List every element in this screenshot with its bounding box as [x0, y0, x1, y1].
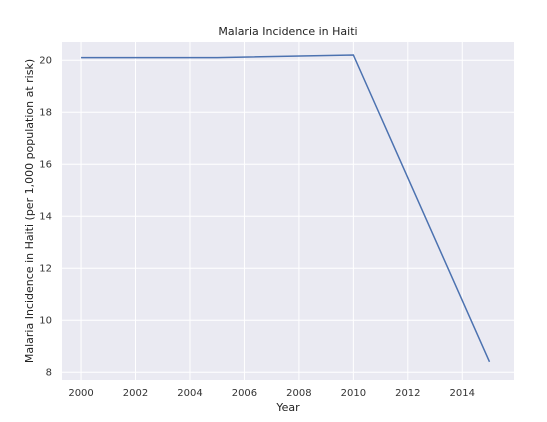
grid-lines [62, 42, 514, 380]
x-tick-label: 2000 [68, 388, 93, 399]
x-axis-label: Year [275, 401, 300, 414]
plot-area [62, 42, 514, 380]
x-tick-labels: 2000 2002 2004 2006 2008 2010 2012 2014 [68, 388, 475, 399]
y-tick-label: 10 [39, 316, 52, 327]
x-tick-label: 2014 [450, 388, 475, 399]
x-tick-label: 2010 [341, 388, 366, 399]
x-tick-label: 2006 [232, 388, 257, 399]
series-group [81, 54, 491, 363]
y-axis-label: Malaria Incidence in Haiti (per 1,000 po… [23, 59, 36, 363]
x-tick-label: 2008 [286, 388, 311, 399]
y-tick-label: 20 [39, 56, 52, 67]
y-tick-label: 8 [46, 368, 52, 379]
x-tick-label: 2004 [177, 388, 202, 399]
series-line [81, 54, 491, 363]
y-tick-label: 14 [39, 212, 52, 223]
y-tick-labels: 8 10 12 14 16 18 20 [39, 56, 52, 379]
y-tick-label: 16 [39, 160, 52, 171]
y-tick-label: 18 [39, 108, 52, 119]
x-tick-label: 2002 [123, 388, 148, 399]
x-tick-label: 2012 [395, 388, 420, 399]
chart-title: Malaria Incidence in Haiti [218, 25, 357, 38]
y-tick-label: 12 [39, 264, 52, 275]
